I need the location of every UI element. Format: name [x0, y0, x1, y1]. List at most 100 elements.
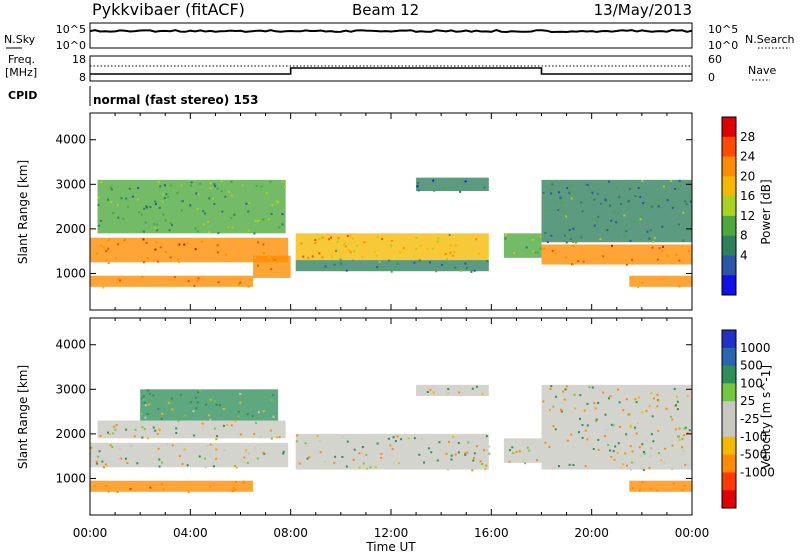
velocity-cell: [196, 391, 199, 394]
velocity-cell: [358, 466, 361, 469]
velocity-cell: [175, 427, 178, 430]
power-cell: [137, 187, 140, 190]
power-cell: [256, 264, 259, 267]
velocity-cell: [627, 413, 630, 416]
velocity-cell: [467, 441, 470, 444]
power-cell: [454, 244, 457, 247]
velocity-cell: [447, 388, 450, 391]
power-cell: [107, 198, 110, 201]
power-cell: [429, 261, 432, 264]
power-cell: [346, 234, 349, 237]
velocity-cell: [318, 440, 321, 443]
power-cell: [102, 286, 105, 289]
velocity-cell: [139, 489, 142, 492]
power-cell: [594, 219, 597, 222]
velocity-cell: [154, 429, 157, 432]
velocity-cell: [676, 400, 679, 403]
velocity-cell: [201, 422, 204, 425]
power-cell: [641, 186, 644, 189]
power-cell: [119, 279, 122, 282]
power-cell: [652, 281, 655, 284]
velocity-cell: [235, 481, 238, 484]
velocity-cell: [251, 415, 254, 418]
velocity-cell: [577, 431, 580, 434]
velocity-cell: [475, 385, 478, 388]
velocity-cell: [554, 395, 557, 398]
velocity-cell: [374, 466, 377, 469]
power-cell: [534, 251, 537, 254]
velocity-cell: [683, 434, 686, 437]
power-cell: [257, 220, 260, 223]
noise-sky-trace: [89, 28, 693, 34]
velocity-colorbar-tick-label: 100: [740, 376, 763, 390]
velocity-cell: [660, 459, 663, 462]
power-band-2: [253, 255, 291, 278]
time-axis: 00:00 04:00 08:00 12:00 16:00 20:00 00:00: [73, 526, 710, 540]
velocity-cell: [642, 469, 645, 472]
power-cell: [446, 258, 449, 261]
velocity-cell: [481, 392, 484, 395]
power-cell: [682, 239, 685, 242]
velocity-cell: [160, 418, 163, 421]
power-cell: [131, 195, 134, 198]
velocity-cell: [166, 443, 169, 446]
velocity-cell: [641, 443, 644, 446]
velocity-cell: [518, 450, 521, 453]
power-cell: [352, 258, 355, 261]
power-cell: [281, 180, 284, 183]
velocity-cell: [557, 465, 560, 468]
velocity-cell: [181, 462, 184, 465]
velocity-cell: [548, 408, 551, 411]
power-colorbar-swatch: [722, 196, 736, 217]
power-cell: [117, 277, 120, 280]
velocity-cell: [653, 397, 656, 400]
power-cell: [557, 191, 560, 194]
velocity-cell: [479, 460, 482, 463]
velocity-cell: [134, 428, 137, 431]
velocity-cell: [592, 447, 595, 450]
velocity-cell: [620, 466, 623, 469]
velocity-cell: [683, 484, 686, 487]
velocity-cell: [622, 463, 625, 466]
velocity-cell: [602, 391, 605, 394]
velocity-cell: [450, 458, 453, 461]
beam-title: Beam 12: [352, 1, 419, 19]
power-cell: [195, 192, 198, 195]
power-cell: [169, 222, 172, 225]
power-cell: [156, 260, 159, 263]
power-cell: [140, 213, 143, 216]
power-cell: [454, 266, 457, 269]
power-cell: [184, 247, 187, 250]
velocity-cell: [149, 486, 152, 489]
power-cell: [254, 256, 257, 259]
velocity-cell: [560, 410, 563, 413]
power-cell: [599, 238, 602, 241]
velocity-cell: [130, 444, 133, 447]
power-cell: [634, 195, 637, 198]
power-cell: [264, 252, 267, 255]
velocity-cell: [671, 468, 674, 471]
velocity-cell: [648, 467, 651, 470]
velocity-cell: [211, 444, 214, 447]
power-cell: [233, 213, 236, 216]
power-cell: [194, 227, 197, 230]
velocity-cell: [511, 446, 514, 449]
power-cell: [580, 236, 583, 239]
power-cell: [349, 251, 352, 254]
velocity-cell: [674, 404, 677, 407]
power-cell: [417, 189, 420, 192]
velocity-cell: [663, 461, 666, 464]
power-cell: [539, 235, 542, 238]
velocity-cell: [570, 433, 573, 436]
velocity-cell: [656, 405, 659, 408]
velocity-cell: [682, 449, 685, 452]
power-cell: [94, 250, 97, 253]
velocity-cell: [515, 450, 518, 453]
power-cell: [300, 242, 303, 245]
velocity-cell: [586, 438, 589, 441]
power-cell: [154, 202, 157, 205]
power-cell: [278, 226, 281, 229]
power-cell: [606, 229, 609, 232]
power-cell: [146, 256, 149, 259]
power-cell: [164, 251, 167, 254]
